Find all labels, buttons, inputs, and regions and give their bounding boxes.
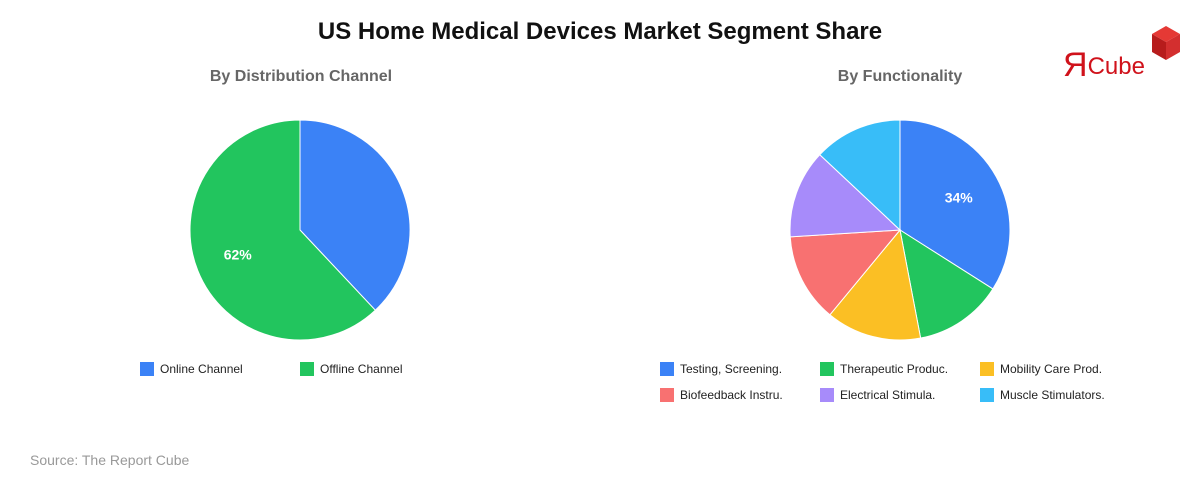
legend-swatch-1-0 [660, 362, 674, 376]
chart-main-title: US Home Medical Devices Market Segment S… [317, 18, 883, 45]
pie-slice-1-5 [819, 119, 901, 232]
report-cube-logo-text: ЯCube [1063, 46, 1145, 84]
source-note: Source: The Report Cube [30, 452, 190, 468]
pie-data-label-1-0: 34% [945, 190, 974, 206]
pie-slice-1-3 [789, 229, 902, 316]
legend-label-1-1: Therapeutic Produc. [840, 362, 949, 376]
left-pie-title: By Distribution Channel [209, 68, 393, 85]
legend-item-1-5: Muscle Stimulators. [980, 388, 1105, 402]
legend-swatch-1-4 [820, 388, 834, 402]
pie-slice-0-1 [189, 119, 377, 341]
pie-slice-1-0 [899, 119, 1011, 290]
legend-swatch-1-1 [820, 362, 834, 376]
pie-slice-1-4 [789, 153, 902, 238]
legend-item-0-1: Offline Channel [300, 362, 403, 376]
legend-swatch-1-2 [980, 362, 994, 376]
right-pie-title: By Functionality [837, 68, 963, 85]
legend-swatch-1-3 [660, 388, 674, 402]
legend-item-1-1: Therapeutic Produc. [820, 362, 948, 376]
legend-item-1-0: Testing, Screening. [660, 362, 782, 376]
legend-item-0-0: Online Channel [140, 362, 243, 376]
legend-swatch-0-1 [300, 362, 314, 376]
legend-swatch-1-5 [980, 388, 994, 402]
legend-label-1-3: Biofeedback Instru. [680, 388, 783, 402]
legend-label-0-1: Offline Channel [320, 362, 403, 376]
legend-label-1-2: Mobility Care Prod. [1000, 362, 1103, 376]
pie-slice-1-2 [829, 228, 922, 341]
legend-swatch-0-0 [140, 362, 154, 376]
pie-slice-0-0 [299, 119, 411, 311]
legend-item-1-3: Biofeedback Instru. [660, 388, 783, 402]
legend-item-1-2: Mobility Care Prod. [980, 362, 1102, 376]
pie-data-label-0-1: 62% [224, 247, 253, 263]
legend-item-1-4: Electrical Stimula. [820, 388, 935, 402]
report-cube-logo-icon [1152, 26, 1180, 60]
legend-label-1-0: Testing, Screening. [680, 362, 783, 376]
legend-label-0-0: Online Channel [160, 362, 243, 376]
legend-label-1-4: Electrical Stimula. [840, 388, 936, 402]
legend-label-1-5: Muscle Stimulators. [1000, 388, 1105, 402]
pie-slice-1-1 [899, 228, 994, 339]
